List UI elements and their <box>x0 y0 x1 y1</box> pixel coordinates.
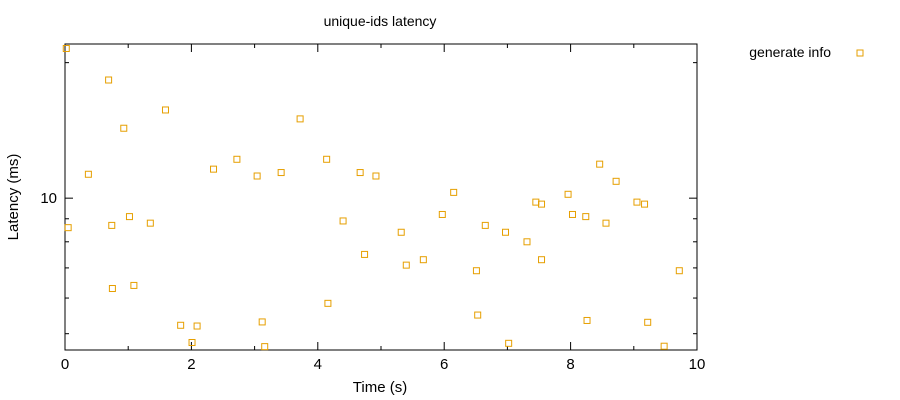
data-point <box>450 188 458 196</box>
data-point <box>633 198 641 206</box>
x-tick-label: 4 <box>314 356 322 373</box>
data-point <box>356 169 364 177</box>
data-point <box>361 250 369 258</box>
data-point <box>644 318 652 326</box>
data-point <box>538 256 546 264</box>
data-point <box>120 124 128 132</box>
data-point <box>125 213 133 221</box>
data-point <box>108 221 116 229</box>
data-point <box>419 256 427 264</box>
x-axis: 0 2 4 6 8 10 <box>61 44 706 373</box>
data-points <box>62 44 683 351</box>
data-point <box>472 267 480 275</box>
y-tick-label: 10 <box>40 190 57 207</box>
legend-marker <box>856 49 864 57</box>
data-point <box>596 160 604 168</box>
legend-label: generate info <box>749 44 831 60</box>
data-point <box>177 321 185 329</box>
data-point <box>474 311 482 319</box>
y-axis-label: Latency (ms) <box>5 154 22 241</box>
data-point <box>438 210 446 218</box>
data-point <box>339 217 347 225</box>
x-tick-label: 8 <box>566 356 574 373</box>
data-point <box>161 106 169 114</box>
data-point <box>502 228 510 236</box>
chart-title: unique-ids latency <box>324 13 437 29</box>
data-point <box>258 318 266 326</box>
data-point <box>532 198 540 206</box>
data-point <box>146 219 154 227</box>
data-point <box>523 238 531 246</box>
data-point <box>233 155 241 163</box>
data-point <box>505 339 513 347</box>
x-tick-label: 0 <box>61 356 69 373</box>
data-point <box>84 170 92 178</box>
data-point <box>402 261 410 269</box>
data-point <box>568 210 576 218</box>
data-point <box>372 172 380 180</box>
data-point <box>210 165 218 173</box>
data-point <box>253 172 261 180</box>
data-point <box>324 299 332 307</box>
data-point <box>612 177 620 185</box>
x-tick-label: 6 <box>440 356 448 373</box>
data-point <box>277 169 285 177</box>
data-point <box>296 115 304 123</box>
data-point <box>564 190 572 198</box>
data-point <box>64 224 72 232</box>
data-point <box>583 316 591 324</box>
data-point <box>582 213 590 221</box>
x-tick-label: 2 <box>187 356 195 373</box>
data-point <box>660 342 668 350</box>
data-point <box>602 219 610 227</box>
plot-area <box>64 43 698 351</box>
data-point <box>481 221 489 229</box>
data-point <box>62 44 70 52</box>
data-point <box>188 338 196 346</box>
data-point <box>108 285 116 293</box>
data-point <box>193 322 201 330</box>
data-point <box>538 200 546 208</box>
data-point <box>261 343 269 351</box>
data-point <box>105 76 113 84</box>
data-point <box>641 200 649 208</box>
data-point <box>397 228 405 236</box>
data-point <box>323 155 331 163</box>
y-axis: 10 <box>40 62 697 335</box>
data-point <box>130 281 138 289</box>
x-axis-label: Time (s) <box>353 379 407 396</box>
legend: generate info <box>749 44 864 60</box>
data-point <box>675 267 683 275</box>
x-tick-label: 10 <box>689 356 706 373</box>
